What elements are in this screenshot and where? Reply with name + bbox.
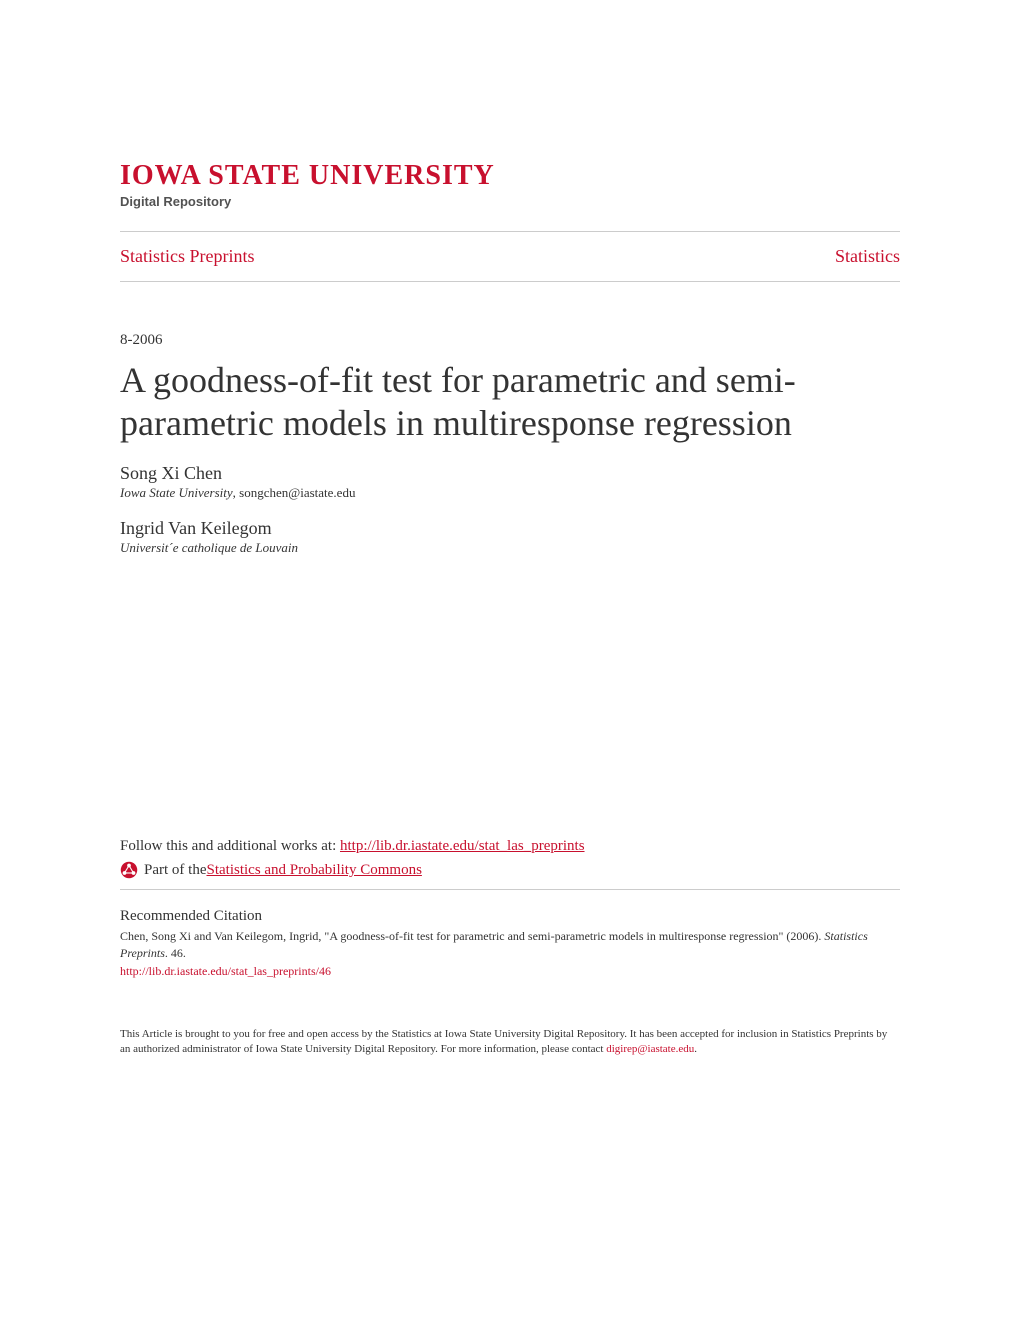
- citation-suffix: . 46.: [165, 946, 186, 960]
- author-block: Ingrid Van Keilegom Universit´e catholiq…: [120, 518, 900, 557]
- citation-url-link[interactable]: http://lib.dr.iastate.edu/stat_las_prepr…: [120, 964, 900, 979]
- partof-row: Part of the Statistics and Probability C…: [120, 861, 900, 890]
- publication-date: 8-2006: [120, 332, 900, 349]
- author-block: Song Xi Chen Iowa State University, song…: [120, 463, 900, 502]
- follow-prefix: Follow this and additional works at:: [120, 838, 340, 854]
- partof-prefix: Part of the: [144, 862, 206, 879]
- author-email: , songchen@iastate.edu: [233, 485, 356, 500]
- page-title: A goodness-of-fit test for parametric an…: [120, 359, 900, 445]
- follow-line: Follow this and additional works at: htt…: [120, 837, 900, 855]
- nav-statistics-link[interactable]: Statistics: [835, 246, 900, 267]
- footer-text: This Article is brought to you for free …: [120, 1027, 900, 1058]
- logo-main: IOWA STATE UNIVERSITY: [120, 160, 900, 192]
- citation-header: Recommended Citation: [120, 908, 900, 925]
- follow-link[interactable]: http://lib.dr.iastate.edu/stat_las_prepr…: [340, 838, 585, 854]
- footer-suffix: .: [694, 1043, 697, 1055]
- author-name: Song Xi Chen: [120, 463, 900, 484]
- network-icon: [120, 861, 138, 879]
- logo-block: IOWA STATE UNIVERSITY Digital Repository: [120, 160, 900, 209]
- citation-section: Recommended Citation Chen, Song Xi and V…: [120, 908, 900, 979]
- logo-sub: Digital Repository: [120, 194, 900, 209]
- citation-prefix: Chen, Song Xi and Van Keilegom, Ingrid, …: [120, 929, 824, 943]
- nav-preprints-link[interactable]: Statistics Preprints: [120, 246, 255, 267]
- author-affiliation: Universit´e catholique de Louvain: [120, 540, 298, 555]
- header-nav: Statistics Preprints Statistics: [120, 231, 900, 282]
- citation-text: Chen, Song Xi and Van Keilegom, Ingrid, …: [120, 928, 900, 962]
- partof-link[interactable]: Statistics and Probability Commons: [206, 862, 421, 879]
- footer-section: This Article is brought to you for free …: [120, 1027, 900, 1058]
- footer-email-link[interactable]: digirep@iastate.edu: [606, 1043, 694, 1055]
- author-name: Ingrid Van Keilegom: [120, 518, 900, 539]
- author-affiliation: Iowa State University: [120, 485, 233, 500]
- follow-section: Follow this and additional works at: htt…: [120, 837, 900, 890]
- author-affil-line: Iowa State University, songchen@iastate.…: [120, 484, 900, 502]
- author-affil-line: Universit´e catholique de Louvain: [120, 539, 900, 557]
- footer-body: This Article is brought to you for free …: [120, 1028, 887, 1055]
